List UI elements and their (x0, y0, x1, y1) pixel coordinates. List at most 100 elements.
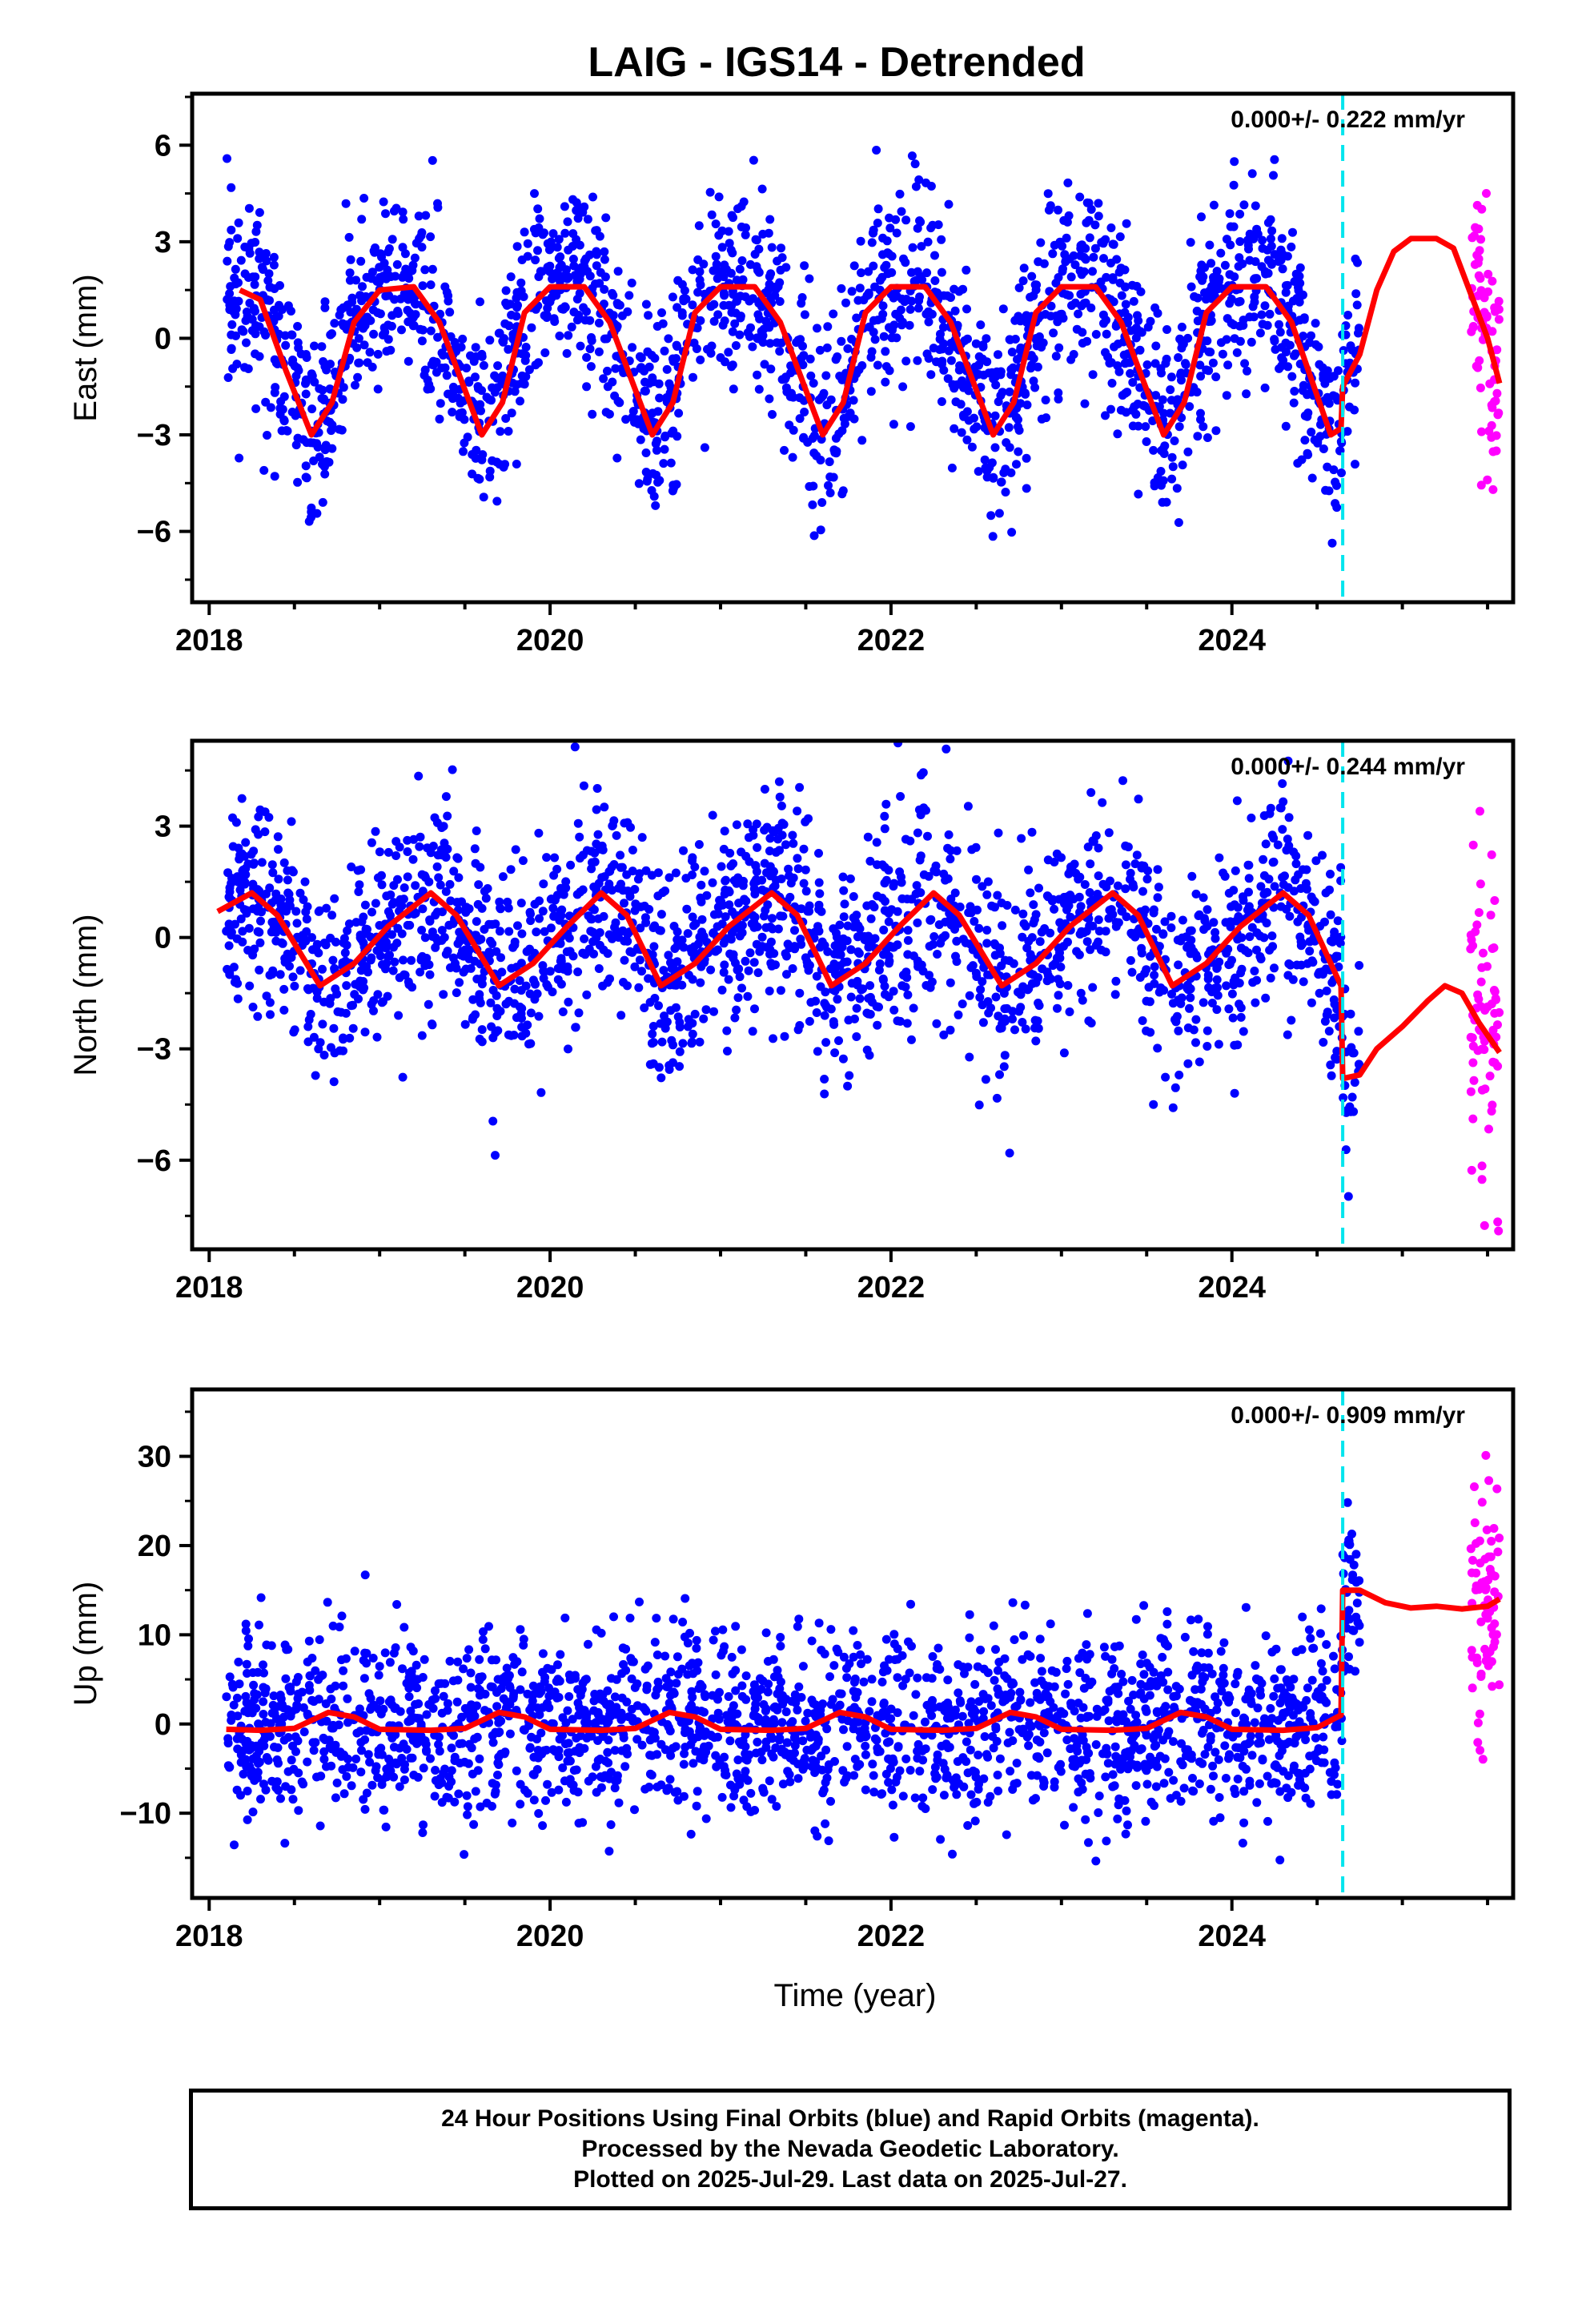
final-orbit-point (1024, 936, 1034, 946)
final-orbit-point (1333, 916, 1343, 926)
final-orbit-point (453, 939, 463, 948)
final-orbit-point (415, 842, 424, 851)
final-orbit-point (1078, 328, 1087, 337)
final-orbit-point (815, 889, 825, 899)
final-orbit-point (1304, 926, 1314, 935)
final-orbit-point (1094, 937, 1103, 947)
final-orbit-point (939, 1791, 949, 1800)
final-orbit-point (1014, 1007, 1024, 1016)
final-orbit-point (1158, 395, 1167, 404)
final-orbit-point (939, 323, 948, 332)
final-orbit-point (1265, 946, 1275, 955)
final-orbit-point (393, 307, 403, 316)
final-orbit-point (889, 1005, 899, 1015)
final-orbit-point (428, 155, 437, 165)
final-orbit-point (725, 848, 735, 858)
final-orbit-point (1247, 1751, 1257, 1760)
final-orbit-point (872, 146, 881, 155)
final-orbit-point (684, 1015, 693, 1024)
final-orbit-point (223, 242, 233, 251)
final-orbit-point (760, 360, 769, 369)
final-orbit-point (729, 859, 738, 868)
final-orbit-point (448, 765, 457, 774)
final-orbit-point (1035, 1737, 1045, 1747)
final-orbit-point (1086, 205, 1096, 214)
final-orbit-point (531, 255, 540, 265)
final-orbit-point (418, 887, 428, 896)
final-orbit-point (391, 851, 401, 860)
final-orbit-point (542, 313, 552, 322)
final-orbit-point (1283, 756, 1293, 766)
final-orbit-point (588, 192, 597, 202)
final-orbit-point (866, 914, 876, 923)
final-orbit-point (609, 860, 619, 869)
final-orbit-point (714, 192, 724, 202)
final-orbit-point (462, 364, 472, 373)
final-orbit-point (656, 1073, 666, 1083)
final-orbit-point (673, 303, 682, 312)
final-orbit-point (1166, 923, 1176, 932)
final-orbit-point (760, 785, 769, 794)
final-orbit-point (941, 875, 950, 885)
final-orbit-point (974, 1100, 984, 1110)
final-orbit-point (788, 964, 797, 973)
final-orbit-point (1172, 484, 1182, 493)
final-orbit-point (919, 870, 929, 879)
final-orbit-point (426, 326, 436, 336)
final-orbit-point (1174, 1026, 1183, 1035)
final-orbit-point (992, 1093, 1002, 1103)
final-orbit-point (1176, 368, 1186, 378)
final-orbit-point (719, 300, 729, 310)
final-orbit-point (394, 1011, 404, 1020)
final-orbit-point (484, 947, 494, 957)
final-orbit-point (1353, 258, 1362, 267)
final-orbit-point (516, 959, 526, 968)
final-orbit-point (373, 349, 383, 359)
final-orbit-point (557, 304, 567, 314)
final-orbit-point (1321, 964, 1331, 974)
final-orbit-point (1255, 328, 1265, 338)
final-orbit-point (434, 873, 444, 883)
final-orbit-point (516, 899, 526, 908)
final-orbit-point (1019, 263, 1029, 273)
final-orbit-point (873, 891, 882, 901)
final-orbit-point (1322, 986, 1331, 995)
rapid-orbit-point (1492, 431, 1501, 440)
final-orbit-point (411, 881, 420, 891)
final-orbit-point (1290, 351, 1299, 360)
final-orbit-point (783, 939, 793, 949)
final-orbit-point (753, 968, 763, 978)
final-orbit-point (389, 207, 399, 216)
final-orbit-point (331, 984, 340, 994)
rapid-orbit-point (1474, 995, 1484, 1004)
final-orbit-point (1212, 975, 1222, 984)
final-orbit-point (398, 1072, 408, 1082)
final-orbit-point (227, 931, 236, 940)
final-orbit-point (1261, 839, 1271, 849)
final-orbit-point (604, 409, 614, 419)
final-orbit-point (1203, 922, 1212, 931)
final-orbit-point (741, 230, 750, 239)
final-orbit-point (235, 854, 244, 864)
final-orbit-point (898, 382, 908, 392)
final-orbit-point (373, 384, 383, 394)
final-orbit-point (902, 1019, 912, 1028)
final-orbit-point (610, 391, 620, 400)
final-orbit-point (842, 936, 852, 946)
final-orbit-point (448, 953, 458, 963)
final-orbit-point (1021, 922, 1030, 931)
final-orbit-point (982, 472, 992, 482)
final-orbit-point (290, 1025, 299, 1035)
final-orbit-point (1026, 364, 1035, 373)
final-orbit-point (460, 438, 469, 448)
final-orbit-point (665, 379, 674, 388)
final-orbit-point (590, 848, 600, 858)
final-orbit-point (839, 912, 849, 922)
final-orbit-point (869, 1787, 879, 1797)
final-orbit-point (1054, 895, 1064, 904)
final-orbit-point (1205, 1720, 1214, 1730)
final-orbit-point (485, 472, 495, 482)
final-orbit-point (478, 1634, 488, 1644)
final-orbit-point (1256, 882, 1266, 891)
final-orbit-point (826, 1796, 835, 1806)
